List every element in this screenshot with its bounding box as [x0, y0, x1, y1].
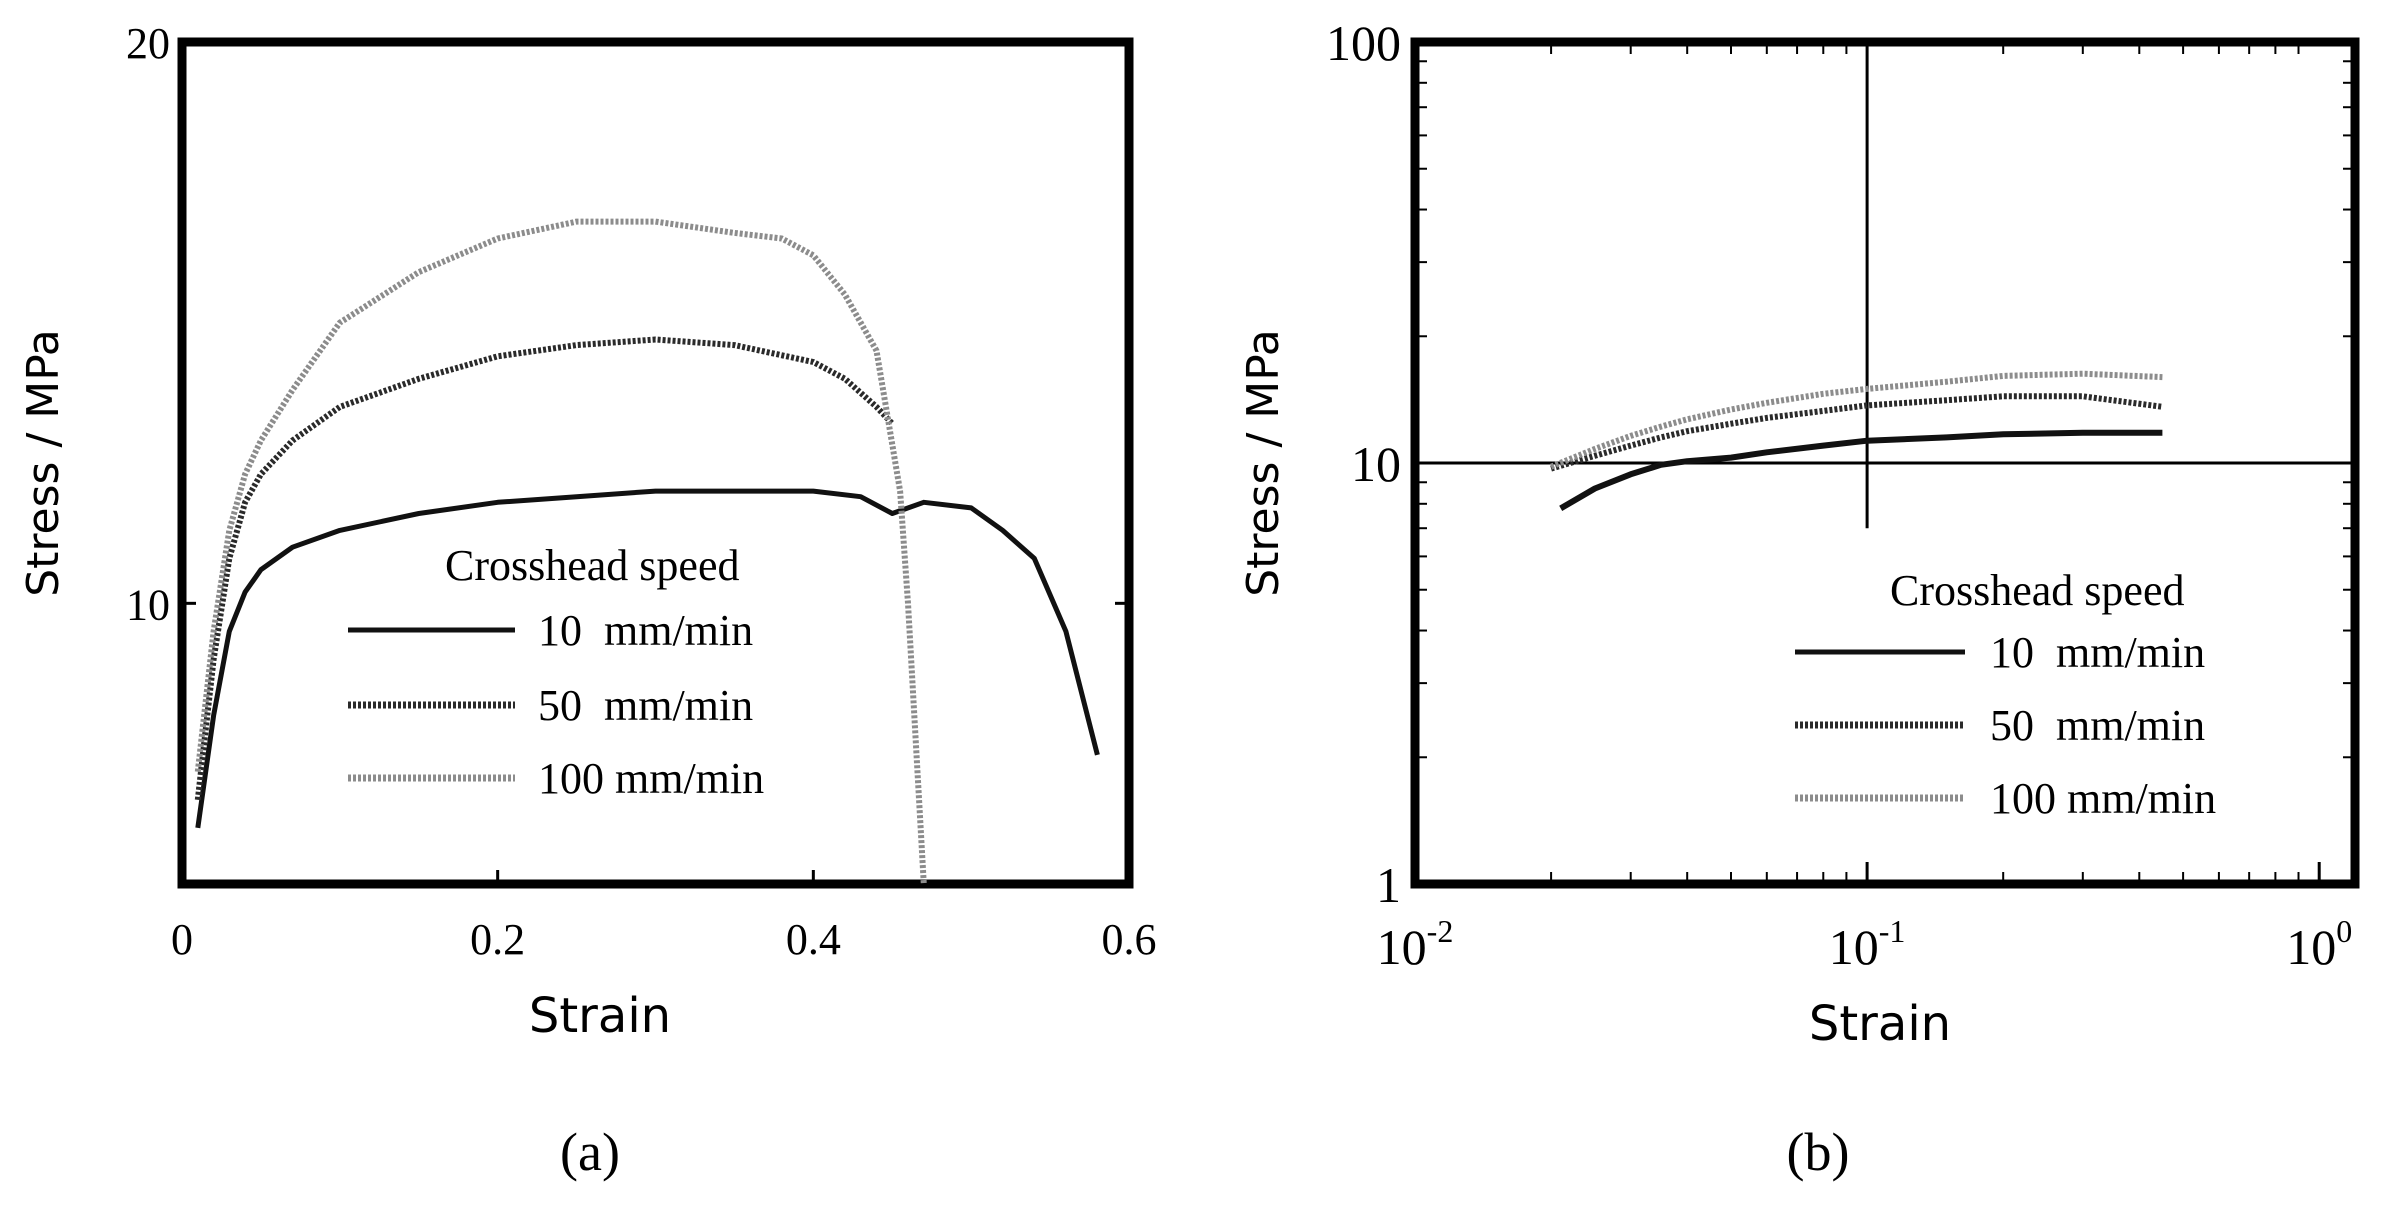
panel-b-x-tick-exponent: -1 — [1879, 913, 1906, 949]
panel-b-chart: 1 10 100 10-2 10-1 100 Stress / MPa Strain C… — [1238, 15, 2360, 1182]
panel-a-x-tick-label: 0.2 — [470, 915, 525, 964]
panel-b-legend-label-50: 50 mm/min — [1990, 701, 2205, 750]
panel-b-y-ticks: 1 10 100 — [1326, 15, 2355, 913]
panel-b-x-tick-label: 100 — [2286, 913, 2352, 975]
panel-a-y-tick-label: 20 — [126, 19, 170, 68]
panel-b-x-tick-exponent: 0 — [2336, 913, 2352, 949]
panel-a-y-ticks: 10 20 — [126, 19, 1129, 629]
panel-a-y-tick-label: 10 — [126, 580, 170, 629]
panel-b-y-tick-label: 1 — [1376, 857, 1401, 913]
panel-b-series-line-1 — [1550, 393, 2163, 472]
panel-a-chart: 10 20 0 0.2 0.4 0.6 Stress / MPa Strain Cros… — [18, 19, 1157, 1182]
panel-b-y-tick-label: 10 — [1351, 436, 1401, 492]
panel-b-x-tick-label: 10-1 — [1829, 913, 1906, 975]
panel-b-legend-title: Crosshead speed — [1890, 566, 2185, 615]
panel-a-series — [194, 218, 1100, 884]
panel-a-legend-label-50: 50 mm/min — [538, 681, 753, 730]
panel-a-plot-frame — [177, 37, 1134, 889]
panel-a-ylabel: Stress / MPa — [18, 329, 69, 597]
panel-b-legend-background — [1780, 540, 2280, 830]
panel-a-series-line-0 — [195, 488, 1100, 829]
panel-a-x-tick-label: 0.6 — [1102, 915, 1157, 964]
panel-a-legend-label-100: 100 mm/min — [538, 754, 764, 803]
panel-b-series-line-2 — [1549, 370, 2163, 470]
panel-b-legend-label-10: 10 mm/min — [1990, 628, 2205, 677]
panel-b-x-tick-exponent: -2 — [1427, 913, 1454, 949]
panel-a-x-tick-label: 0 — [171, 915, 193, 964]
panel-b-y-tick-label: 100 — [1326, 15, 1401, 71]
panel-a-x-tick-label: 0.4 — [786, 915, 841, 964]
panel-a-series-line-2 — [194, 218, 927, 884]
panel-b-legend-label-100: 100 mm/min — [1990, 774, 2216, 823]
panel-b-x-tick-label: 10-2 — [1377, 913, 1454, 975]
panel-b-ylabel: Stress / MPa — [1238, 329, 1289, 597]
panel-a-caption: (a) — [560, 1122, 620, 1182]
panel-a-legend: Crosshead speed 10 mm/min 50 mm/min 100 … — [348, 541, 764, 803]
panel-a-legend-label-10: 10 mm/min — [538, 606, 753, 655]
panel-b-series — [1549, 370, 2163, 511]
panel-a-x-ticks: 0 0.2 0.4 0.6 — [171, 870, 1157, 964]
panel-b-xlabel: Strain — [1809, 996, 1951, 1052]
panel-a-xlabel: Strain — [529, 988, 671, 1044]
panel-b-legend: Crosshead speed 10 mm/min 50 mm/min 100 … — [1780, 540, 2280, 830]
panel-a-series-line-1 — [194, 336, 895, 801]
panel-a-legend-title: Crosshead speed — [445, 541, 740, 590]
panel-b-series-line-0 — [1559, 429, 2163, 511]
panel-b-caption: (b) — [1787, 1122, 1850, 1182]
